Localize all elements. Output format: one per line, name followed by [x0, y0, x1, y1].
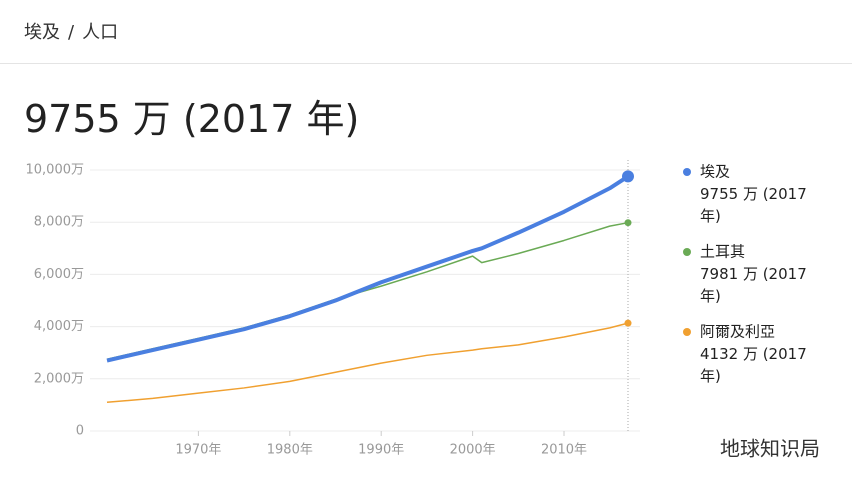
breadcrumb-item[interactable]: 埃及 [24, 22, 60, 43]
y-tick-label: 6,000万 [34, 267, 84, 282]
legend-swatch [683, 168, 691, 176]
x-tick-label: 2010年 [541, 443, 587, 458]
end-dot [622, 170, 634, 183]
divider [0, 63, 852, 64]
legend-value-part: 年) [700, 287, 721, 305]
legend-value-part: 9755 万 (2017 [700, 185, 807, 203]
end-dot [624, 219, 632, 227]
legend-swatch [683, 328, 691, 336]
watermark: 地球知识局 [720, 437, 820, 461]
legend-value-part: 4132 万 (2017 [700, 345, 807, 363]
end-dot [624, 319, 632, 327]
legend-value-part: 7981 万 (2017 [700, 265, 807, 283]
breadcrumb-item: 人口 [82, 22, 119, 43]
y-tick-label: 4,000万 [34, 319, 84, 334]
legend-value: 7981 万 (2017 年) [700, 265, 807, 305]
y-tick-label: 0 [76, 424, 84, 439]
x-tick-label: 1990年 [358, 443, 404, 458]
y-tick-label: 2,000万 [34, 371, 84, 386]
legend-swatch [683, 248, 691, 256]
series-line [106, 174, 630, 363]
legend-name: 土耳其 [700, 243, 745, 261]
series-line [106, 322, 629, 404]
x-tick-label: 1970年 [175, 443, 221, 458]
legend-value: 9755 万 (2017 年) [700, 185, 807, 225]
legend-value-part: 年) [700, 207, 721, 225]
headline: 9755 万 (2017 年) [24, 97, 360, 141]
legend-name: 埃及 [700, 163, 730, 181]
breadcrumb: 埃及 / 人口 [24, 18, 126, 44]
x-tick-label: 1980年 [267, 443, 313, 458]
x-tick-label: 2000年 [450, 443, 496, 458]
breadcrumb-sep: / [68, 22, 75, 43]
y-tick-label: 8,000万 [34, 215, 84, 230]
y-tick-label: 10,000万 [26, 163, 85, 178]
legend-value: 4132 万 (2017 年) [700, 345, 807, 385]
legend-name: 阿爾及利亞 [700, 323, 775, 341]
legend-value-part: 年) [700, 367, 721, 385]
